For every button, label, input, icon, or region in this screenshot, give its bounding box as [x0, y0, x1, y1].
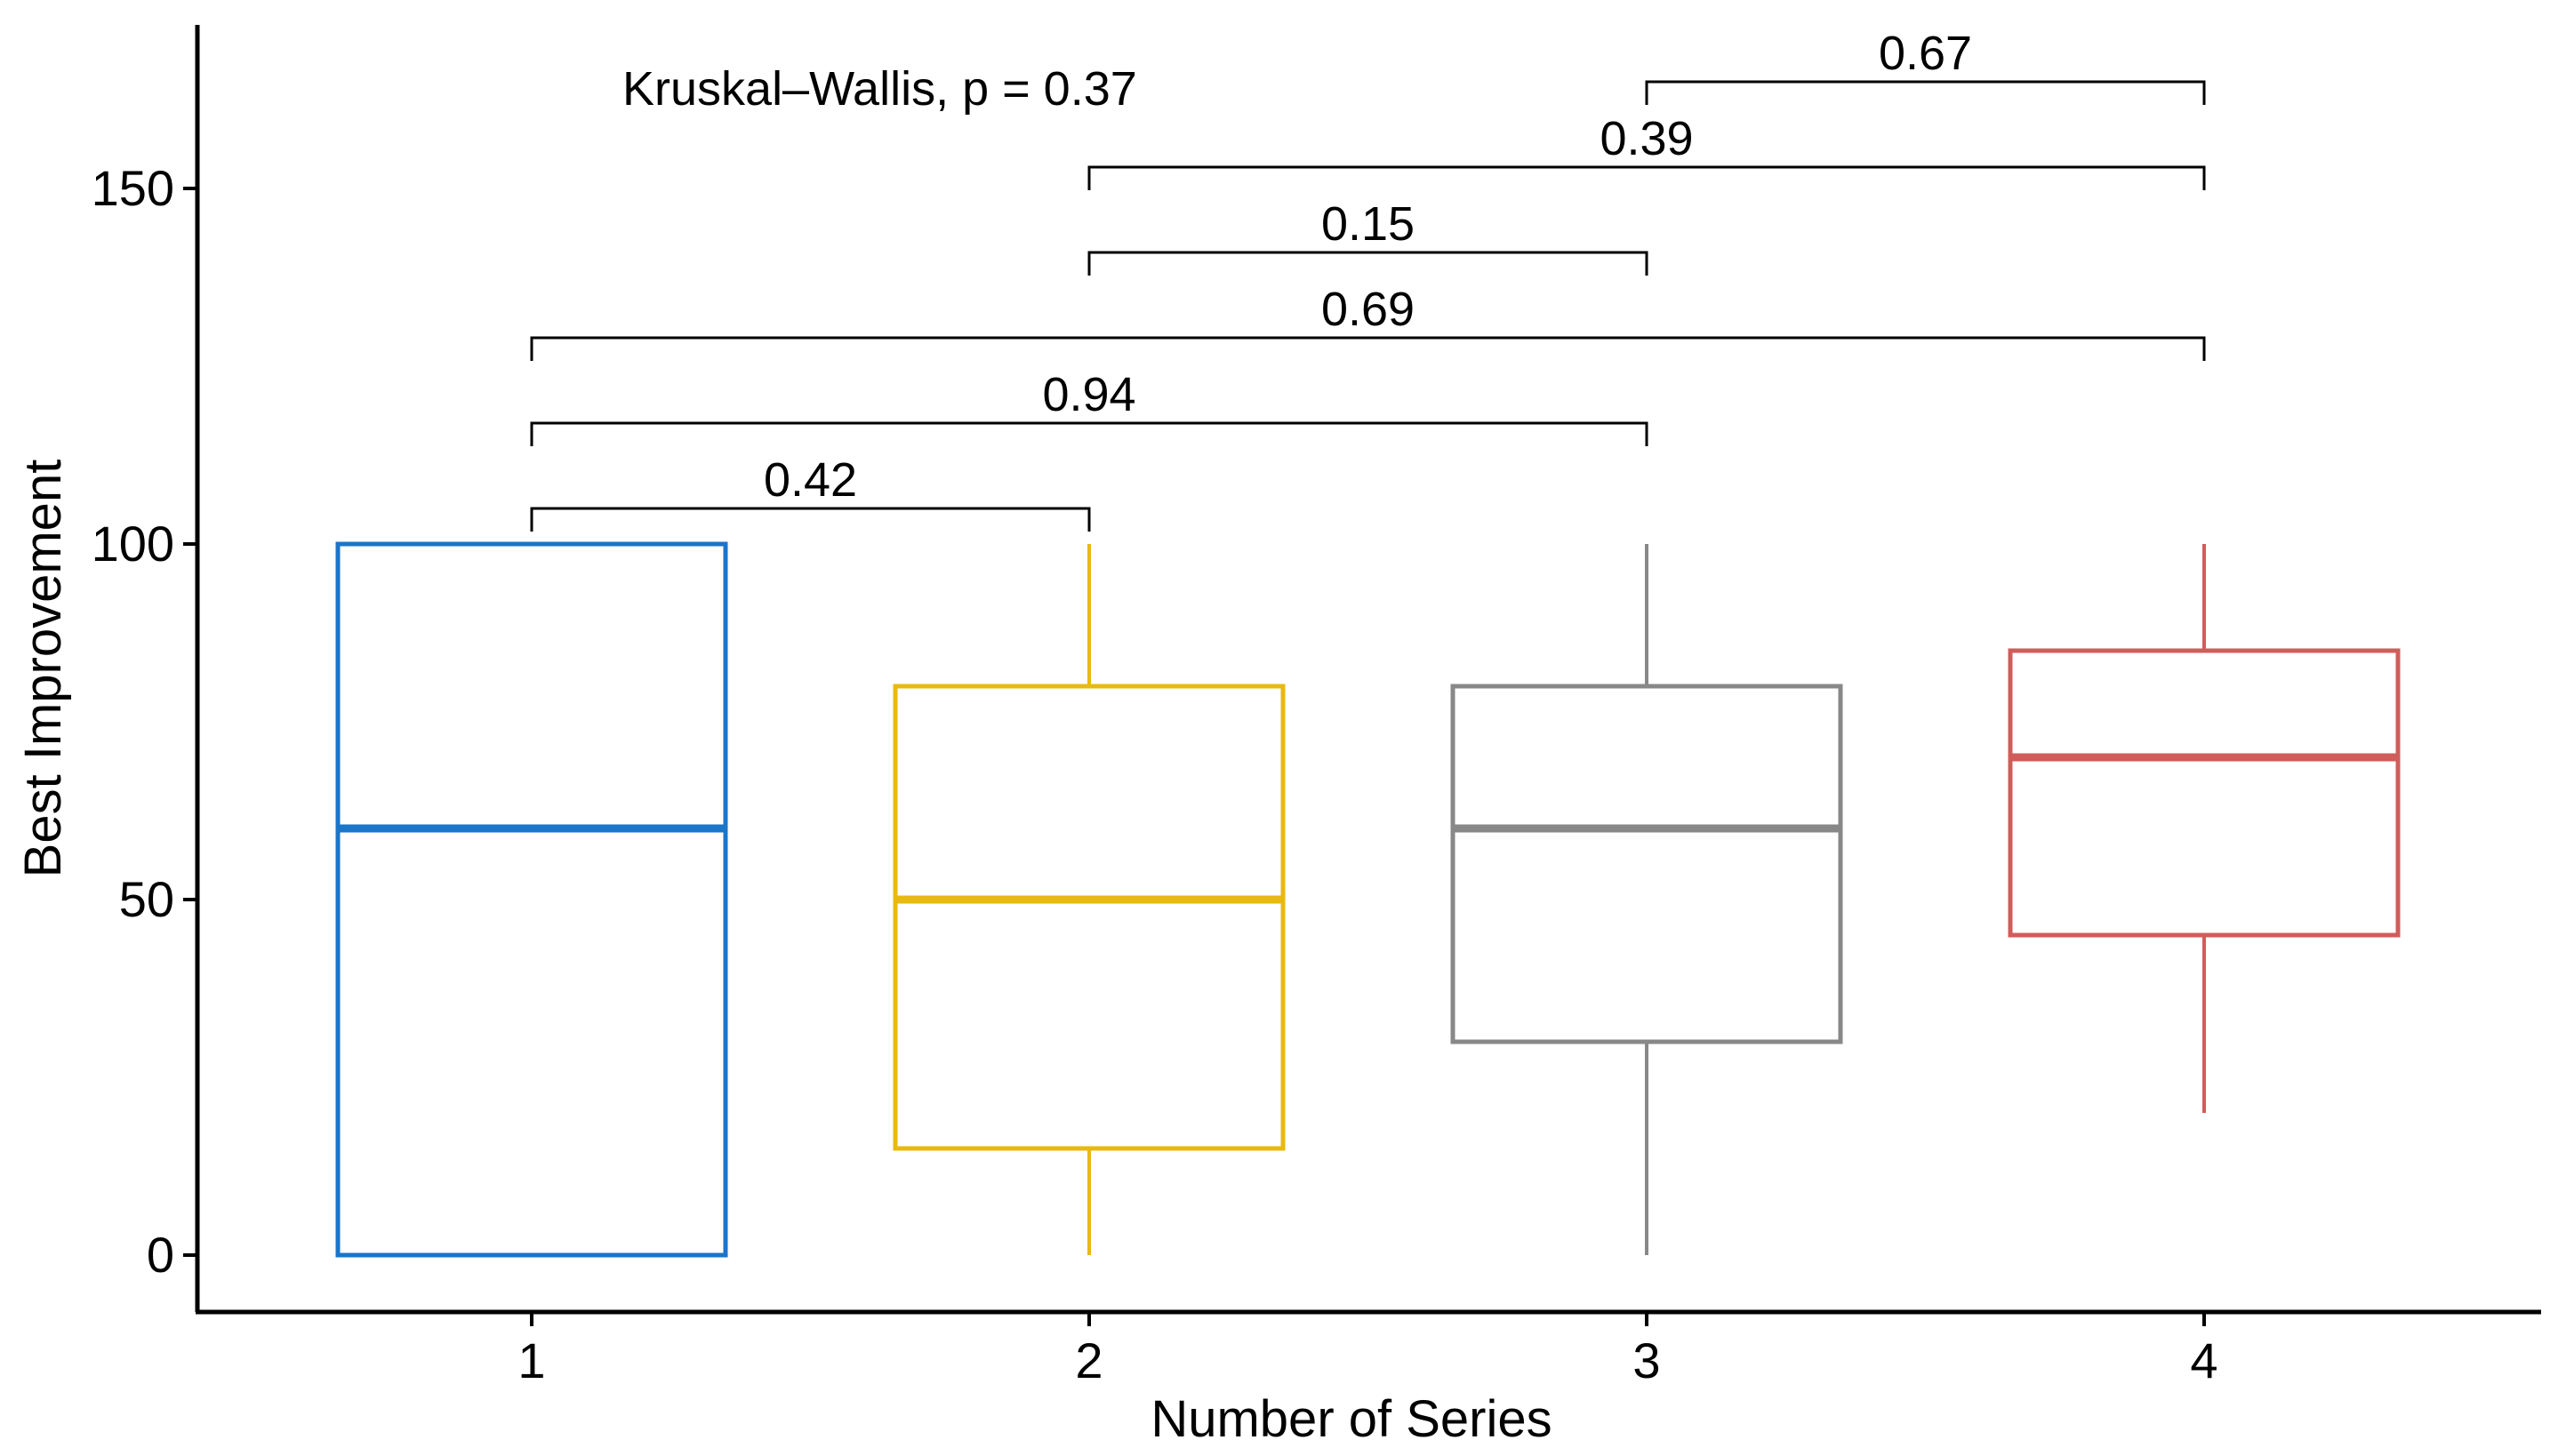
bracket-p-value: 0.67	[1879, 27, 1972, 80]
y-axis-title: Best Improvement	[14, 460, 72, 878]
ticks: 0 50 100 150 1 2 3 4	[92, 160, 2218, 1388]
box-body	[335, 541, 728, 1258]
box-body	[1450, 684, 1843, 1044]
bracket-p-value: 0.42	[764, 453, 857, 507]
x-tick-label: 1	[517, 1332, 545, 1388]
global-test-label: Kruskal–Wallis, p = 0.37	[622, 62, 1137, 116]
comparison-bracket-3-4: 0.67	[1645, 27, 2206, 105]
comparison-bracket-1-3: 0.94	[530, 368, 1648, 446]
x-tick-label: 3	[1632, 1332, 1660, 1388]
boxes	[335, 541, 2401, 1258]
box-group-4	[2008, 544, 2401, 1113]
x-tick-label: 2	[1075, 1332, 1103, 1388]
comparison-bracket-2-3: 0.15	[1087, 197, 1648, 276]
bracket-p-value: 0.69	[1321, 283, 1415, 336]
y-tick-label: 150	[92, 160, 174, 216]
box-group-1	[335, 541, 728, 1258]
bracket-p-value: 0.39	[1600, 112, 1693, 165]
axes	[195, 25, 2541, 1315]
bracket-line	[530, 421, 1648, 446]
bracket-line	[530, 336, 2206, 361]
x-tick-label: 4	[2190, 1332, 2217, 1388]
bracket-line	[1645, 80, 2206, 105]
bracket-p-value: 0.15	[1321, 197, 1415, 251]
box-group-3	[1450, 544, 1843, 1255]
box-group-2	[893, 544, 1286, 1255]
comparison-bracket-1-2: 0.42	[530, 453, 1091, 532]
comparison-bracket-1-4: 0.69	[530, 283, 2206, 361]
x-axis-title: Number of Series	[1151, 1390, 1552, 1448]
y-tick-label: 50	[119, 871, 174, 927]
box-body	[2008, 648, 2401, 938]
box-body	[893, 684, 1286, 1151]
y-tick-label: 0	[147, 1227, 174, 1283]
bracket-p-value: 0.94	[1042, 368, 1135, 421]
bracket-line	[1087, 165, 2206, 190]
bracket-line	[1087, 251, 1648, 276]
bracket-line	[530, 507, 1091, 532]
y-tick-label: 100	[92, 516, 174, 572]
comparison-brackets: 0.42 0.94 0.69 0.15 0.39 0.67	[530, 27, 2206, 532]
comparison-bracket-2-4: 0.39	[1087, 112, 2206, 190]
